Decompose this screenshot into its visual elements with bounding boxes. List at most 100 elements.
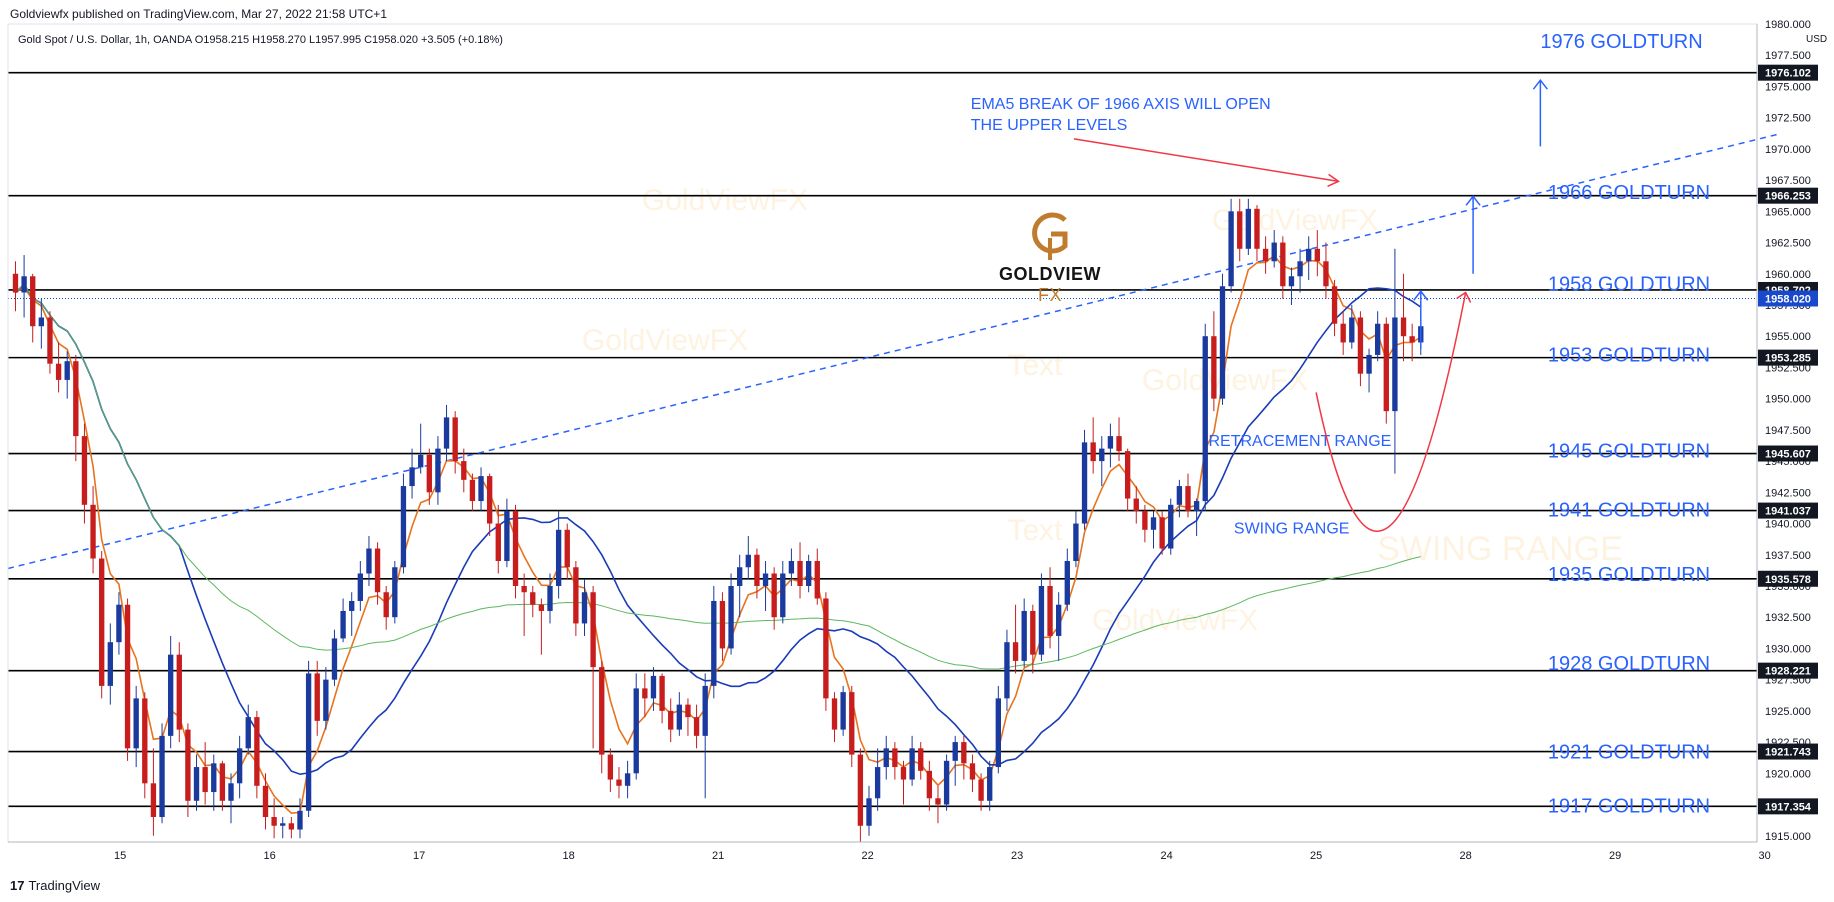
candle-body	[857, 754, 864, 826]
candle-body	[1081, 442, 1088, 524]
candle-body	[236, 748, 243, 784]
candle-body	[349, 600, 355, 611]
level-price-label: 1941.037	[1765, 506, 1811, 518]
symbol-ohlc-line: Gold Spot / U.S. Dollar, 1h, OANDA O1958…	[18, 34, 503, 46]
candle-body	[116, 604, 122, 643]
price-tick-label: 1930.000	[1765, 643, 1811, 655]
candle-body	[1383, 323, 1389, 412]
candle-body	[38, 317, 45, 327]
candle-body	[426, 454, 432, 493]
candle-body	[107, 642, 113, 686]
candle-body	[495, 523, 501, 562]
tradingview-footer[interactable]: 17 TradingView	[10, 878, 100, 893]
candle-body	[443, 417, 450, 449]
candle-body	[1306, 248, 1312, 262]
candle-body	[711, 600, 717, 686]
candle-body	[943, 760, 950, 805]
candle-body	[271, 817, 277, 826]
annotation-text: RETRACEMENT RANGE	[1208, 433, 1391, 450]
candle-body	[159, 735, 165, 818]
candle-body	[771, 573, 777, 618]
watermark: GoldViewFX	[582, 324, 748, 357]
price-tick-label: 1955.000	[1765, 331, 1811, 343]
candle-body	[142, 698, 148, 784]
price-tick-label: 1925.000	[1765, 706, 1811, 718]
candle-body	[383, 592, 389, 618]
level-price-label: 1945.607	[1765, 449, 1811, 461]
candle-body	[1254, 208, 1260, 249]
candle-body	[918, 748, 924, 771]
swing-range-curve	[1315, 292, 1467, 532]
candle-body	[461, 461, 467, 480]
candle-body	[1193, 501, 1200, 512]
watermark: Text	[1007, 349, 1063, 382]
candle-body	[1366, 354, 1372, 374]
time-tick-label: 23	[1011, 850, 1023, 862]
candle-body	[202, 767, 208, 793]
candle-body	[650, 675, 657, 699]
watermark: SWING RANGE	[1377, 530, 1623, 568]
candle-body	[1150, 517, 1157, 530]
level-price-label: 1976.102	[1765, 68, 1811, 80]
watermark: GoldViewFX	[1092, 604, 1258, 637]
candle-body	[676, 704, 683, 730]
candle-body	[547, 585, 553, 611]
candle-body	[1030, 610, 1036, 655]
candle-body	[1211, 336, 1217, 399]
watermark: GoldViewFX	[1212, 204, 1378, 237]
candle-body	[133, 698, 139, 749]
candle-body	[245, 717, 251, 749]
price-unit-label: USD	[1806, 34, 1827, 45]
candle-body	[702, 685, 708, 736]
goldturn-label: 1945 GOLDTURN	[1548, 441, 1710, 463]
candle-body	[167, 654, 174, 736]
candle-body	[1099, 448, 1105, 462]
price-tick-label: 1932.500	[1765, 612, 1811, 624]
candle-body	[1288, 276, 1295, 287]
candle-body	[150, 783, 157, 818]
level-price-tag	[1758, 743, 1818, 760]
candle-body	[1038, 585, 1045, 655]
price-tick-label: 1965.000	[1765, 206, 1811, 218]
candle-body	[1116, 436, 1122, 452]
candle-body	[297, 810, 303, 830]
time-tick-label: 17	[413, 850, 425, 862]
candle-body	[1064, 561, 1070, 605]
candle-body	[1159, 517, 1165, 549]
moving-average-line	[15, 283, 1421, 670]
candle-body	[90, 504, 96, 559]
candle-body	[55, 363, 62, 380]
candle-body	[892, 748, 898, 768]
goldturn-label: 1958 GOLDTURN	[1548, 273, 1710, 295]
candle-body	[1056, 604, 1062, 636]
candle-body	[926, 770, 933, 799]
candle-body	[831, 698, 838, 730]
candle-body	[340, 610, 346, 639]
gold-g-icon	[1032, 212, 1068, 260]
candle-body	[1331, 286, 1338, 324]
candle-body	[538, 604, 545, 611]
candle-body	[486, 476, 493, 524]
brand-name: GOLDVIEW FX	[985, 264, 1115, 306]
candle-body	[64, 361, 70, 380]
price-labels: 1976.1021966.2531958.7021953.2851945.607…	[1758, 64, 1818, 815]
level-price-label: 1917.354	[1765, 801, 1812, 813]
candle-body	[1409, 336, 1415, 343]
candle-body	[81, 436, 88, 505]
candle-body	[400, 486, 407, 568]
candle-body	[969, 763, 976, 780]
price-tick-label: 1970.000	[1765, 144, 1811, 156]
price-tick-label: 1967.500	[1765, 175, 1811, 187]
candle-body	[728, 585, 734, 649]
candle-body	[99, 558, 105, 686]
goldturn-label: 1953 GOLDTURN	[1548, 344, 1710, 366]
candle-body	[1323, 261, 1329, 287]
candle-body	[849, 692, 855, 755]
time-axis: 15 16 17 18 21 22 23 24 25 28 29 30	[114, 850, 1771, 862]
candle-body	[392, 567, 398, 618]
price-tick-label: 1937.500	[1765, 550, 1811, 562]
candle-body	[323, 679, 329, 721]
candle-body	[219, 763, 226, 801]
candle-body	[1262, 248, 1269, 262]
